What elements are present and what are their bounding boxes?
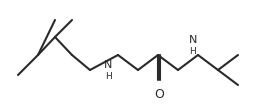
Text: H: H	[105, 71, 111, 80]
Text: O: O	[154, 87, 164, 100]
Text: N: N	[104, 60, 112, 70]
Text: N: N	[189, 35, 197, 45]
Text: H: H	[190, 47, 196, 56]
